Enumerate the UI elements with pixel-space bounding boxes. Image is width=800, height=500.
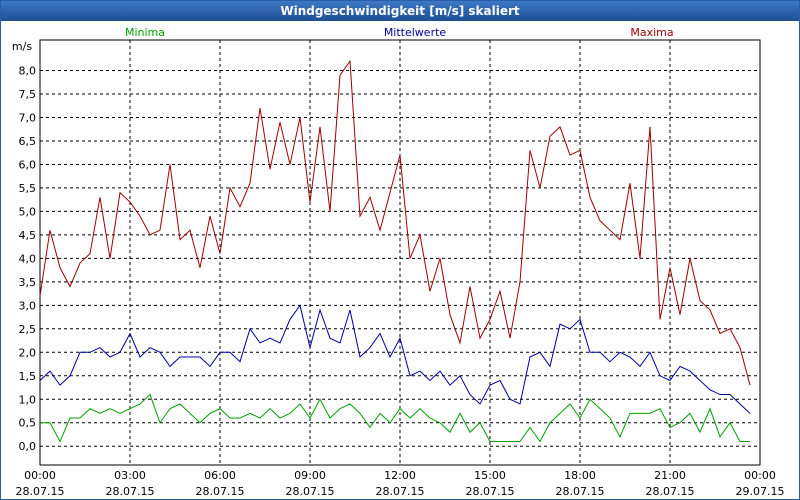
legend-entry: Maxima xyxy=(630,26,673,39)
y-tick-label: 3,5 xyxy=(19,276,37,289)
y-tick-label: 2,5 xyxy=(19,323,37,336)
y-tick-label: 1,0 xyxy=(19,393,37,406)
y-tick-label: 7,5 xyxy=(19,88,37,101)
window-title: Windgeschwindigkeit [m/s] skaliert xyxy=(1,1,799,21)
y-tick-label: 0,5 xyxy=(19,417,37,430)
y-tick-label: 6,0 xyxy=(19,158,37,171)
series-line xyxy=(39,59,751,386)
y-tick-label: 5,5 xyxy=(19,182,37,195)
legend-entry: Minima xyxy=(125,26,165,39)
y-tick-label: 1,5 xyxy=(19,370,37,383)
x-tick-label: 00:00 xyxy=(744,469,776,482)
x-tick-label: 21:00 xyxy=(654,469,686,482)
series-line xyxy=(39,304,751,414)
x-tick-date: 28.07.15 xyxy=(16,485,65,498)
plot-frame xyxy=(39,39,761,466)
y-unit: m/s xyxy=(12,40,32,53)
y-tick-label: 6,5 xyxy=(19,135,37,148)
x-tick-date: 28.07.15 xyxy=(286,485,335,498)
x-tick-label: 12:00 xyxy=(384,469,416,482)
x-tick-label: 06:00 xyxy=(204,469,236,482)
y-tick-label: 0,0 xyxy=(19,440,37,453)
y-tick-label: 2,0 xyxy=(19,346,37,359)
x-tick-label: 09:00 xyxy=(294,469,326,482)
x-tick-date: 28.07.15 xyxy=(466,485,515,498)
y-tick-label: 3,0 xyxy=(19,299,37,312)
x-tick-date: 28.07.15 xyxy=(376,485,425,498)
y-tick-label: 7,0 xyxy=(19,111,37,124)
x-tick-label: 18:00 xyxy=(564,469,596,482)
x-tick-date: 28.07.15 xyxy=(646,485,695,498)
x-tick-label: 00:00 xyxy=(24,469,56,482)
y-tick-label: 5,0 xyxy=(19,205,37,218)
x-tick-date: 28.07.15 xyxy=(196,485,245,498)
y-tick-label: 4,5 xyxy=(19,229,37,242)
x-tick-label: 03:00 xyxy=(114,469,146,482)
x-tick-date: 29.07.15 xyxy=(736,485,785,498)
legend-entry: Mittelwerte xyxy=(384,26,447,39)
x-tick-date: 28.07.15 xyxy=(106,485,155,498)
x-tick-label: 15:00 xyxy=(474,469,506,482)
x-tick-date: 28.07.15 xyxy=(556,485,605,498)
y-tick-label: 4,0 xyxy=(19,252,37,265)
y-tick-label: 8,0 xyxy=(19,65,37,78)
series-line xyxy=(40,393,750,443)
